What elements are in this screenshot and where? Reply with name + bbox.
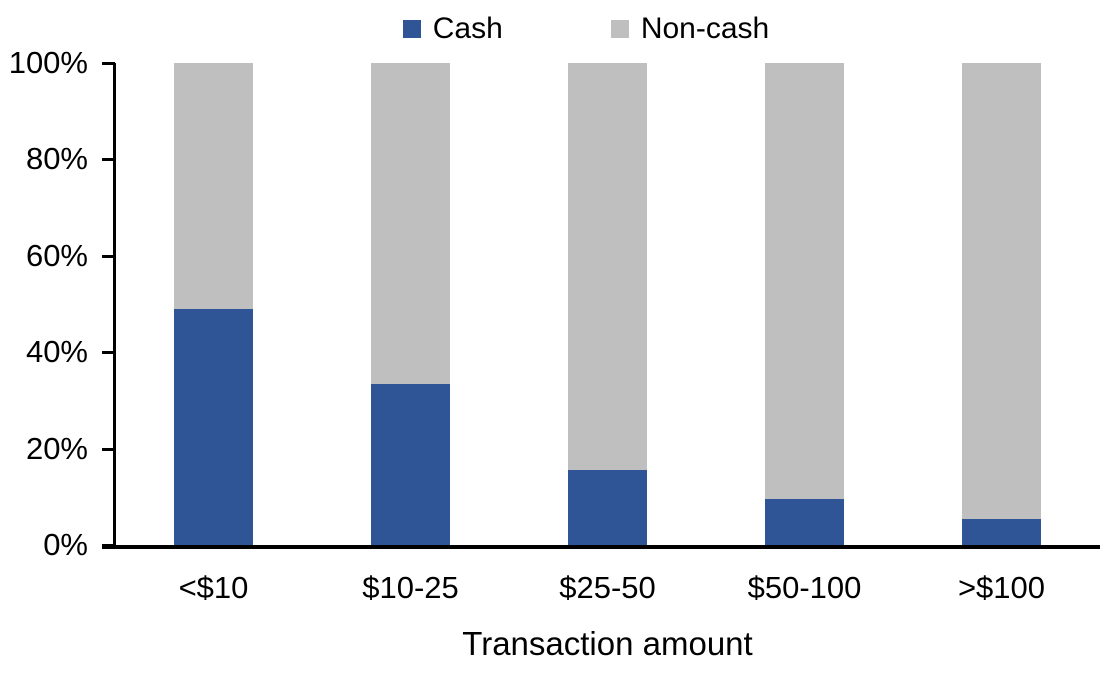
y-tick-label: 20%: [25, 430, 88, 466]
cash-swatch-icon: [402, 20, 421, 38]
non-cash-swatch-icon: [610, 20, 629, 38]
x-tick-label: <$10: [178, 570, 249, 605]
bar-segment-non-cash: [174, 63, 253, 309]
y-tick-label: 40%: [25, 334, 88, 370]
y-tick-mark: [102, 254, 115, 258]
y-tick-mark: [102, 544, 115, 547]
legend-item-cash: Cash: [402, 10, 503, 48]
bar-segment-cash: [962, 518, 1041, 545]
y-tick-label: 0%: [43, 527, 88, 562]
y-axis-line: [113, 63, 116, 549]
y-tick-mark: [102, 158, 115, 162]
x-tick-label: $50-100: [747, 570, 862, 605]
x-tick-label: $25-50: [559, 570, 656, 605]
y-tick-mark: [102, 351, 115, 355]
bar-segment-non-cash: [371, 63, 450, 384]
legend-item-non-cash: Non-cash: [610, 10, 770, 48]
legend-label-non-cash: Non-cash: [640, 12, 770, 45]
x-tick-label: >$100: [957, 570, 1046, 605]
bar-segment-cash: [371, 383, 450, 545]
x-axis-labels: <$10 $10-25 $25-50 $50-100 >$100: [0, 570, 1102, 610]
y-tick-label: 60%: [25, 237, 88, 273]
y-tick-mark: [102, 447, 115, 451]
bar-segment-cash: [174, 308, 253, 545]
x-tick-label: $10-25: [362, 570, 459, 605]
y-tick-label: 80%: [25, 141, 88, 177]
bar-segment-cash: [765, 499, 844, 545]
bar-segment-non-cash: [765, 63, 844, 500]
y-tick-label: 100%: [8, 45, 88, 80]
bar-segment-cash: [568, 470, 647, 545]
x-axis-line: [102, 545, 1100, 549]
bar-segment-non-cash: [962, 63, 1041, 519]
plot-area: [115, 63, 1100, 545]
y-tick-mark: [102, 62, 115, 65]
legend: Cash Non-cash: [70, 10, 1102, 48]
x-axis-title: Transaction amount: [462, 625, 753, 662]
legend-label-cash: Cash: [432, 12, 503, 45]
bar-segment-non-cash: [568, 63, 647, 471]
